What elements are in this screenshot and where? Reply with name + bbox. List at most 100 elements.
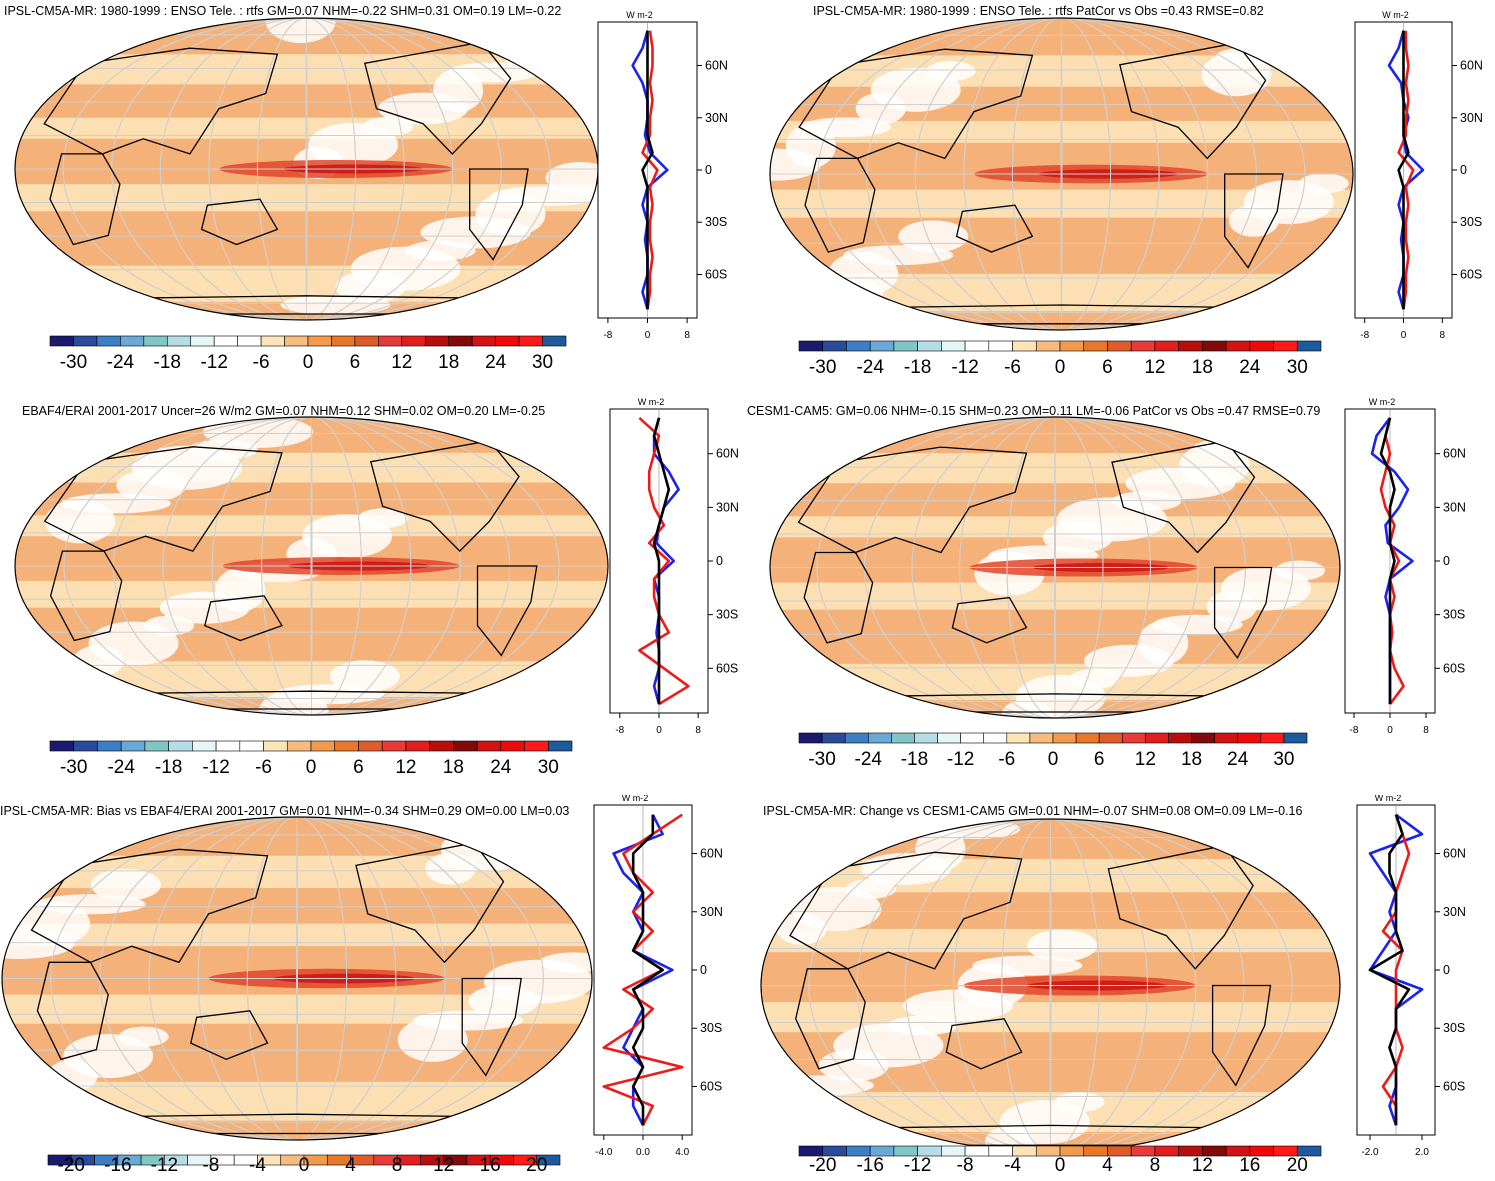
colorbar-tick-label: -20 bbox=[58, 1155, 85, 1176]
x-tick-label: 0 bbox=[645, 330, 651, 341]
lat-tick-label: 30S bbox=[716, 608, 738, 622]
series-line-red bbox=[1397, 30, 1415, 310]
map-patch bbox=[511, 1117, 592, 1140]
graticule-meridian bbox=[148, 817, 446, 1140]
colorbar-swatch bbox=[500, 740, 525, 752]
colorbar-swatch bbox=[914, 732, 938, 744]
coastline-eurasia bbox=[43, 47, 279, 155]
colorbar-tick-label: 4 bbox=[345, 1155, 356, 1176]
panel-figure: W m-2 60N 30N 0 30S 60S -8 0 8 -30 -24 -18 -12 -6 0 6 12… bbox=[769, 10, 1483, 378]
map-patch bbox=[773, 276, 884, 309]
lat-tick-label: 30S bbox=[1443, 608, 1465, 622]
colorbar-tick-label: 12 bbox=[433, 1155, 454, 1176]
series-line-black bbox=[652, 417, 671, 705]
colorbar: -20 -16 -12 -8 -4 0 4 8 12 16 20 bbox=[798, 1145, 1322, 1176]
series-line-red bbox=[1381, 814, 1411, 1126]
graticule-meridian bbox=[959, 417, 1151, 718]
lat-tick-label: 60S bbox=[700, 1079, 722, 1093]
x-tick-label: 8 bbox=[1440, 330, 1446, 341]
zonal-profile: W m-2 60N 30N 0 30S 60S -8 0 8 bbox=[1344, 397, 1466, 736]
lat-tick-label: 60S bbox=[1443, 661, 1465, 675]
map-patch bbox=[818, 1049, 889, 1082]
colorbar-swatch bbox=[284, 335, 309, 347]
colorbar-swatch bbox=[166, 335, 192, 347]
panel-figure: W m-2 60N 30N 0 30S 60S -2.0 2.0 -20 -16 -12 -8 -4 0 4… bbox=[760, 793, 1466, 1176]
lat-tick-label: 30N bbox=[1460, 111, 1483, 125]
colorbar-swatch bbox=[405, 740, 430, 752]
colorbar-tick-label: 16 bbox=[1239, 1155, 1260, 1176]
colorbar-swatch bbox=[1075, 732, 1100, 744]
lat-tick-label: 0 bbox=[700, 963, 707, 977]
colorbar-tick-label: -18 bbox=[154, 352, 181, 373]
panel-3: EBAF4/ERAI 2001-2017 Uncer=26 W/m2 GM=0.… bbox=[0, 395, 740, 780]
map-patch bbox=[2, 1084, 83, 1105]
map-border bbox=[1, 816, 593, 1141]
map-patch bbox=[116, 469, 187, 502]
colorbar-tick-label: 12 bbox=[1144, 357, 1165, 378]
colorbar-swatch bbox=[331, 335, 356, 347]
colorbar-swatch bbox=[822, 340, 847, 352]
panel-figure: W m-2 60N 30N 0 30S 60S -8 0 8 -30 -24 -18 -12 -6 0 6 12… bbox=[769, 397, 1466, 770]
lat-tick-label: 0 bbox=[705, 163, 712, 177]
colorbar-swatch bbox=[334, 740, 359, 752]
lat-tick-label: 30S bbox=[1460, 215, 1482, 229]
colorbar-swatch bbox=[286, 740, 312, 752]
colorbar-swatch bbox=[448, 335, 473, 347]
profile-units: W m-2 bbox=[638, 397, 665, 407]
colorbar-tick-label: -20 bbox=[809, 1155, 836, 1176]
colorbar-swatch bbox=[237, 335, 262, 347]
coastline-australia bbox=[955, 204, 1034, 253]
colorbar-tick-label: -30 bbox=[809, 357, 836, 378]
colorbar-swatch bbox=[1214, 732, 1239, 744]
graticule-meridian bbox=[911, 417, 1199, 718]
map-patch bbox=[425, 852, 476, 885]
map-patch bbox=[770, 301, 829, 322]
x-tick-label: 8 bbox=[684, 330, 690, 341]
colorbar-swatch bbox=[143, 335, 168, 347]
map bbox=[15, 417, 608, 715]
map bbox=[2, 817, 592, 1140]
map-patch bbox=[397, 1017, 468, 1062]
colorbar-swatch bbox=[869, 340, 895, 352]
coastline-africa bbox=[803, 551, 874, 644]
colorbar-swatch bbox=[97, 740, 122, 752]
panel-title: CESM1-CAM5: GM=0.06 NHM=-0.15 SHM=0.23 O… bbox=[747, 404, 1321, 418]
zonal-profile: W m-2 60N 30N 0 30S 60S -2.0 2.0 bbox=[1356, 793, 1466, 1158]
colorbar-swatch bbox=[1237, 732, 1262, 744]
map-patch bbox=[855, 92, 906, 125]
colorbar-swatch bbox=[1098, 732, 1123, 744]
lat-tick-label: 30S bbox=[1443, 1021, 1465, 1035]
colorbar-tick-label: -24 bbox=[107, 757, 135, 778]
zonal-profile: W m-2 60N 30N 0 30S 60S -8 0 8 bbox=[609, 397, 739, 736]
map-border bbox=[769, 416, 1341, 719]
colorbar-swatch bbox=[144, 740, 169, 752]
colorbar-swatch bbox=[215, 740, 241, 752]
colorbar-tick-label: 30 bbox=[532, 352, 553, 373]
colorbar-tick-label: -18 bbox=[904, 357, 931, 378]
panel-figure: W m-2 60N 30N 0 30S 60S -8 0 8 -30 -24 -18 -12 -6 0 6 12… bbox=[14, 397, 739, 778]
colorbar-swatch bbox=[798, 340, 824, 352]
map-patch bbox=[776, 912, 827, 945]
colorbar-swatch bbox=[844, 732, 869, 744]
lat-tick-label: 30N bbox=[700, 905, 723, 919]
colorbar-swatch bbox=[937, 732, 961, 744]
map-patch bbox=[898, 220, 969, 253]
profile-units: W m-2 bbox=[1369, 397, 1396, 407]
colorbar-tick-label: -30 bbox=[808, 749, 835, 770]
x-tick-label: 2.0 bbox=[1415, 1147, 1429, 1158]
colorbar-tick-label: 6 bbox=[353, 757, 364, 778]
profile-units: W m-2 bbox=[1375, 795, 1402, 803]
colorbar-swatch bbox=[1225, 340, 1251, 352]
colorbar-swatch bbox=[536, 1154, 561, 1166]
map bbox=[770, 18, 1353, 330]
colorbar: -30 -24 -18 -12 -6 0 6 12 18 24 30 bbox=[798, 732, 1308, 770]
colorbar-tick-label: 24 bbox=[1227, 749, 1249, 770]
coastline-africa bbox=[49, 153, 121, 246]
lat-tick-label: 0 bbox=[1443, 554, 1450, 568]
coastline-australia bbox=[190, 1010, 269, 1061]
colorbar-swatch bbox=[988, 340, 1013, 352]
coastline-south-america bbox=[476, 565, 538, 657]
colorbar-swatch bbox=[518, 335, 543, 347]
graticule-meridian bbox=[1011, 18, 1112, 330]
map-patch bbox=[1125, 467, 1236, 500]
